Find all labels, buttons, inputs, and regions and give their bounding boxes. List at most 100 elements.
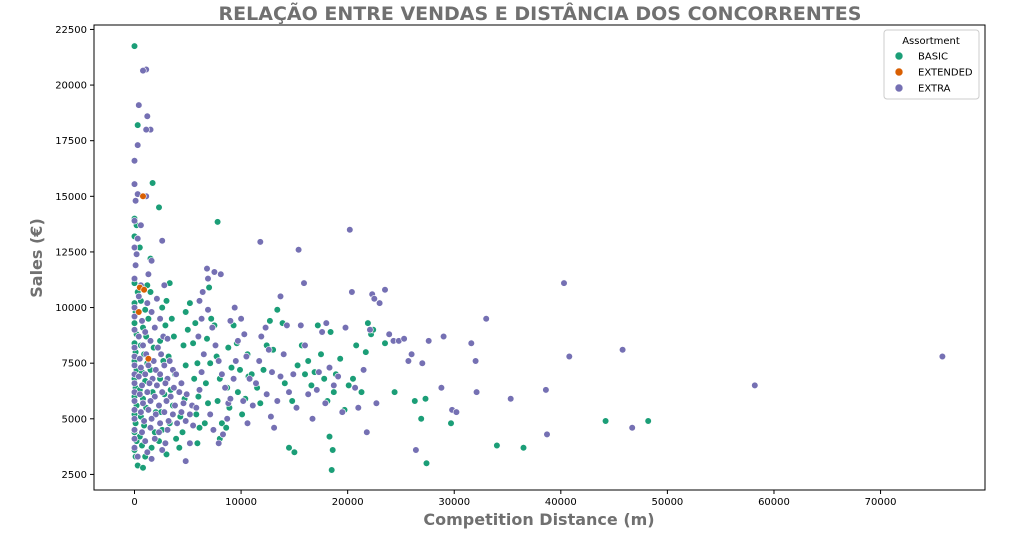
data-point bbox=[137, 408, 145, 416]
data-point bbox=[201, 419, 209, 427]
data-point bbox=[411, 397, 419, 405]
data-point bbox=[618, 346, 627, 354]
data-point bbox=[412, 446, 420, 454]
data-point bbox=[158, 237, 166, 245]
data-point bbox=[132, 197, 140, 205]
data-point bbox=[240, 330, 248, 338]
data-point bbox=[295, 246, 303, 254]
data-point bbox=[447, 419, 455, 427]
y-axis-label: Sales (€) bbox=[27, 218, 46, 298]
data-point bbox=[308, 415, 317, 423]
data-point bbox=[362, 348, 370, 356]
data-point bbox=[148, 415, 156, 423]
data-point bbox=[338, 408, 346, 416]
data-point bbox=[202, 379, 210, 387]
y-tick-label: 7500 bbox=[62, 359, 87, 370]
data-point bbox=[437, 384, 446, 392]
data-point bbox=[130, 415, 139, 423]
data-point bbox=[156, 419, 164, 427]
data-point bbox=[204, 306, 212, 314]
data-point bbox=[137, 221, 145, 229]
data-point bbox=[139, 66, 147, 75]
data-point bbox=[182, 361, 190, 370]
data-point bbox=[507, 395, 515, 403]
data-point bbox=[155, 428, 163, 436]
y-axis: 2500 5000 7500 10000 12500 15000 17500 20000 225… bbox=[55, 25, 94, 481]
data-point bbox=[325, 433, 334, 441]
data-point bbox=[330, 381, 338, 390]
data-point bbox=[214, 218, 222, 226]
data-point bbox=[294, 361, 302, 370]
data-point bbox=[175, 388, 183, 396]
data-point bbox=[256, 238, 264, 246]
data-point bbox=[237, 315, 245, 323]
data-point bbox=[285, 388, 293, 396]
data-point bbox=[160, 361, 168, 370]
data-point bbox=[158, 388, 166, 396]
data-point bbox=[144, 270, 152, 278]
data-point bbox=[301, 370, 309, 378]
data-point bbox=[218, 419, 226, 427]
data-point bbox=[165, 417, 173, 425]
data-point bbox=[315, 368, 323, 376]
data-point bbox=[160, 408, 168, 416]
data-point bbox=[163, 426, 172, 434]
data-point bbox=[182, 457, 190, 465]
data-point bbox=[198, 368, 206, 376]
data-point bbox=[204, 399, 212, 407]
data-point bbox=[234, 337, 242, 345]
data-point bbox=[175, 444, 183, 452]
data-point bbox=[130, 406, 139, 414]
data-point bbox=[366, 326, 374, 334]
data-point bbox=[440, 332, 448, 341]
data-point bbox=[145, 379, 153, 387]
data-point bbox=[130, 361, 139, 370]
data-point bbox=[148, 257, 156, 265]
data-point bbox=[560, 279, 568, 287]
data-point bbox=[156, 370, 164, 378]
data-point bbox=[644, 417, 652, 425]
x-axis-label: Competition Distance (m) bbox=[423, 510, 654, 529]
data-point bbox=[381, 339, 389, 347]
data-point bbox=[345, 381, 353, 390]
data-point bbox=[191, 319, 199, 327]
data-point bbox=[137, 364, 145, 372]
data-point bbox=[130, 217, 139, 225]
data-point bbox=[186, 439, 194, 447]
data-point bbox=[628, 424, 636, 432]
data-point bbox=[938, 352, 947, 361]
data-point bbox=[170, 384, 178, 392]
data-point bbox=[186, 299, 194, 307]
data-point bbox=[148, 308, 156, 316]
y-tick-label: 15000 bbox=[55, 192, 87, 203]
data-point bbox=[130, 326, 139, 334]
data-point bbox=[146, 397, 155, 405]
data-point bbox=[182, 417, 190, 425]
data-point bbox=[304, 357, 312, 365]
data-point bbox=[289, 370, 297, 378]
series-basic bbox=[130, 42, 652, 474]
data-point bbox=[266, 317, 274, 325]
legend-label: EXTRA bbox=[918, 84, 951, 95]
data-point bbox=[243, 419, 252, 427]
data-point bbox=[336, 355, 344, 363]
data-point bbox=[519, 444, 528, 452]
data-point bbox=[167, 393, 175, 401]
data-point bbox=[352, 341, 360, 350]
legend-marker bbox=[894, 83, 904, 93]
data-point bbox=[236, 366, 244, 374]
data-point bbox=[329, 446, 337, 454]
data-point bbox=[135, 332, 143, 341]
data-point bbox=[161, 379, 169, 387]
data-point bbox=[334, 372, 342, 381]
data-point bbox=[151, 435, 159, 443]
data-point bbox=[141, 370, 149, 378]
data-point bbox=[304, 390, 312, 398]
plot-area bbox=[93, 24, 986, 491]
data-point bbox=[130, 157, 139, 165]
data-point bbox=[144, 361, 152, 370]
data-point bbox=[222, 424, 230, 432]
data-point bbox=[143, 112, 151, 120]
data-point bbox=[140, 417, 148, 425]
data-point bbox=[376, 299, 384, 307]
